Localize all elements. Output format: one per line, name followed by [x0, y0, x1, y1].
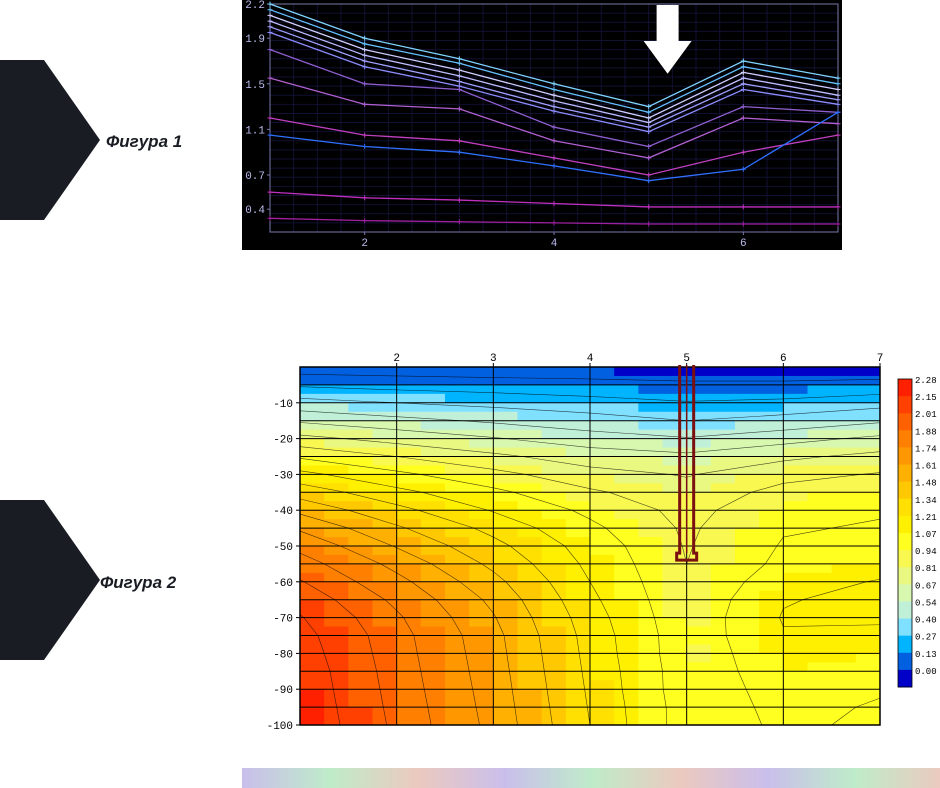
svg-text:4: 4 — [551, 238, 558, 250]
svg-text:0.4: 0.4 — [245, 205, 265, 217]
chevron-marker — [0, 60, 100, 220]
legend-value: 0.13 — [915, 650, 937, 660]
svg-text:6: 6 — [740, 238, 747, 250]
legend-value: 1.07 — [915, 530, 937, 540]
legend-value: 2.15 — [915, 393, 937, 403]
svg-text:-80: -80 — [273, 649, 293, 661]
figure1-label: Фигура 1 — [106, 132, 182, 152]
legend-value: 1.34 — [915, 496, 937, 506]
legend-value: 0.40 — [915, 616, 937, 626]
svg-text:-20: -20 — [273, 435, 293, 447]
legend-value: 2.01 — [915, 410, 937, 420]
svg-text:-10: -10 — [273, 399, 293, 411]
svg-text:1.1: 1.1 — [245, 125, 265, 137]
line-chart-figure1: 0.4 0.7 1.1 1.5 1.9 2.2 2 4 6 — [242, 0, 842, 250]
legend-swatch — [898, 465, 912, 483]
legend-swatch — [898, 430, 912, 448]
legend-swatch — [898, 516, 912, 534]
legend-swatch — [898, 533, 912, 551]
legend-value: 2.28 — [915, 376, 937, 386]
svg-text:2: 2 — [361, 238, 368, 250]
svg-text:7: 7 — [877, 353, 884, 365]
legend-swatch — [898, 619, 912, 637]
svg-text:-90: -90 — [273, 685, 293, 697]
legend-value: 1.21 — [915, 513, 937, 523]
chevron-marker — [0, 500, 100, 660]
svg-text:-60: -60 — [273, 578, 293, 590]
svg-text:2.2: 2.2 — [245, 0, 265, 12]
svg-text:6: 6 — [780, 353, 787, 365]
legend-value: 0.81 — [915, 564, 937, 574]
svg-text:-40: -40 — [273, 506, 293, 518]
legend-swatch — [898, 636, 912, 654]
svg-text:4: 4 — [587, 353, 594, 365]
legend-value: 1.88 — [915, 427, 937, 437]
legend-swatch — [898, 379, 912, 397]
legend-swatch — [898, 550, 912, 568]
legend-value: 0.94 — [915, 547, 937, 557]
legend-swatch — [898, 447, 912, 465]
svg-text:2: 2 — [393, 353, 400, 365]
legend-value: 1.48 — [915, 479, 937, 489]
legend-swatch — [898, 584, 912, 602]
legend-value: 1.61 — [915, 462, 937, 472]
svg-text:5: 5 — [683, 353, 690, 365]
svg-text:-30: -30 — [273, 470, 293, 482]
legend-value: 1.74 — [915, 444, 937, 454]
svg-text:-100: -100 — [267, 721, 293, 729]
legend-swatch — [898, 499, 912, 517]
legend-swatch — [898, 601, 912, 619]
legend-swatch — [898, 567, 912, 585]
legend-swatch — [898, 396, 912, 414]
legend-value: 0.00 — [915, 667, 937, 677]
svg-text:1.5: 1.5 — [245, 80, 265, 92]
legend-value: 0.54 — [915, 598, 937, 608]
legend-swatch — [898, 653, 912, 671]
figure2-label: Фигура 2 — [100, 573, 176, 593]
svg-text:-70: -70 — [273, 614, 293, 626]
svg-text:-50: -50 — [273, 542, 293, 554]
legend-swatch — [898, 670, 912, 688]
legend-swatch — [898, 413, 912, 431]
svg-text:3: 3 — [490, 353, 497, 365]
legend-value: 0.27 — [915, 633, 937, 643]
heatmap-chart-figure2: 2 3 4 5 6 7 -10 -20 -30 -40 -50 -60 -70 -80 -90 -100 2.2… — [245, 349, 940, 729]
svg-text:0.7: 0.7 — [245, 171, 265, 183]
legend-value: 0.67 — [915, 581, 937, 591]
svg-text:1.9: 1.9 — [245, 34, 265, 46]
decorative-strip — [242, 768, 940, 788]
legend-swatch — [898, 482, 912, 500]
